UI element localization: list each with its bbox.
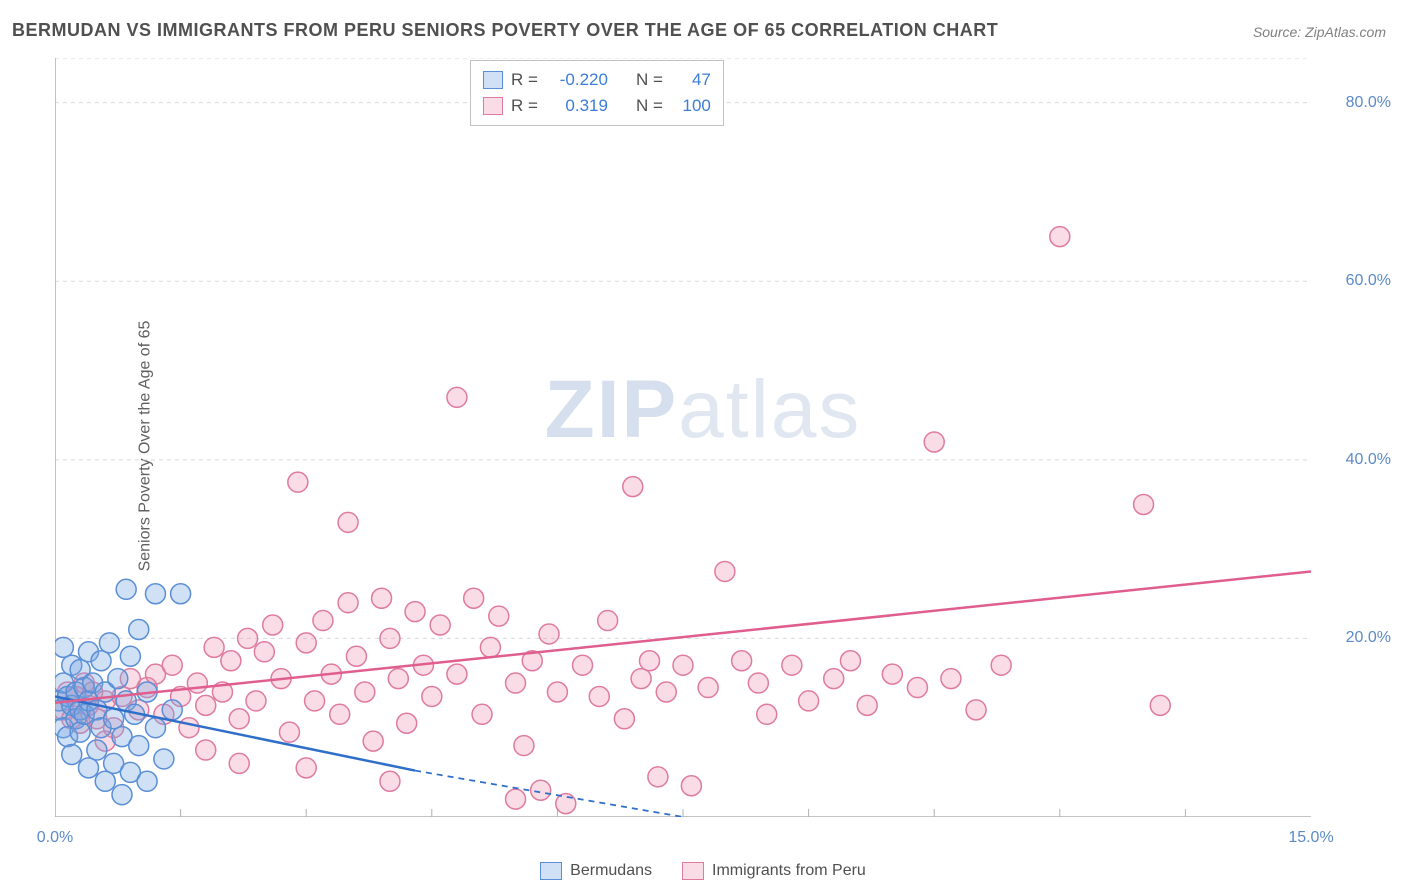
legend-label-series2: Immigrants from Peru	[712, 862, 866, 880]
stats-N-series2: 100	[671, 93, 711, 119]
stats-R-series2: 0.319	[546, 93, 608, 119]
stats-R-label: R =	[511, 67, 538, 93]
stats-N-label: N =	[636, 67, 663, 93]
legend-label-series1: Bermudans	[570, 862, 652, 880]
correlation-stats-box: R = -0.220 N = 47 R = 0.319 N = 100	[470, 60, 724, 126]
y-tick-label: 80.0%	[1346, 94, 1391, 112]
stats-N-series1: 47	[671, 67, 711, 93]
legend-item-series2: Immigrants from Peru	[682, 862, 866, 880]
legend-item-series1: Bermudans	[540, 862, 652, 880]
source-attribution: Source: ZipAtlas.com	[1253, 24, 1386, 40]
x-tick-label: 0.0%	[37, 829, 73, 847]
stats-N-label: N =	[636, 93, 663, 119]
legend-swatch-series2	[682, 862, 704, 880]
legend-swatch-series1	[540, 862, 562, 880]
legend: Bermudans Immigrants from Peru	[0, 862, 1406, 880]
stats-swatch-series1	[483, 71, 503, 89]
x-tick-label: 15.0%	[1288, 829, 1333, 847]
stats-R-label: R =	[511, 93, 538, 119]
stats-R-series1: -0.220	[546, 67, 608, 93]
plot-area	[55, 58, 1311, 817]
y-tick-label: 60.0%	[1346, 272, 1391, 290]
stats-row-series2: R = 0.319 N = 100	[483, 93, 711, 119]
stats-row-series1: R = -0.220 N = 47	[483, 67, 711, 93]
y-tick-label: 20.0%	[1346, 629, 1391, 647]
y-tick-label: 40.0%	[1346, 451, 1391, 469]
scatter-svg	[55, 58, 1311, 817]
chart-title: BERMUDAN VS IMMIGRANTS FROM PERU SENIORS…	[12, 20, 998, 41]
stats-swatch-series2	[483, 97, 503, 115]
chart-container: BERMUDAN VS IMMIGRANTS FROM PERU SENIORS…	[0, 0, 1406, 892]
